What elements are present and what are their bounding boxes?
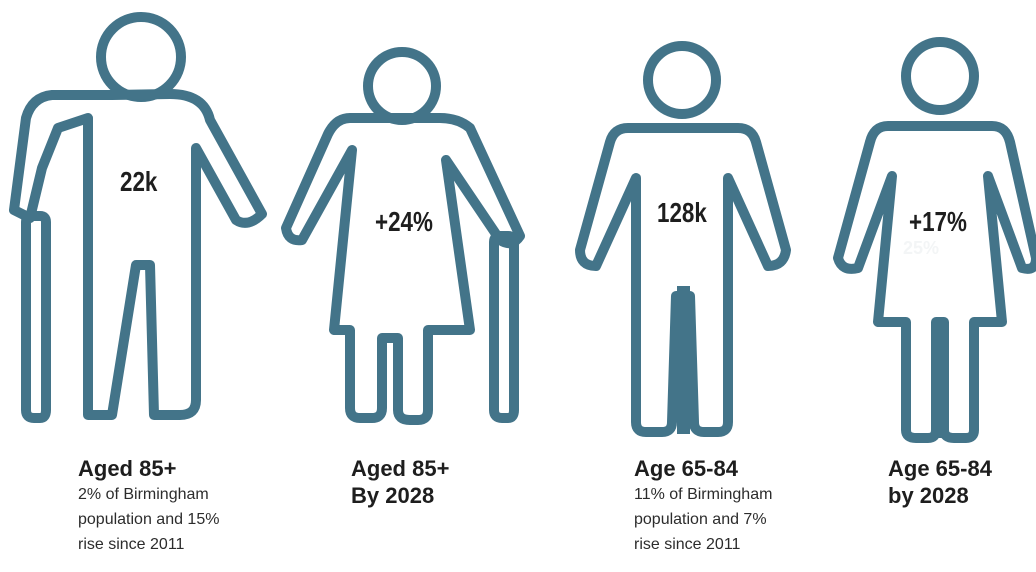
stat-aged-85-plus-2028: +24% <box>375 206 433 237</box>
caption-heading: Age 65-84 <box>888 456 992 481</box>
elderly-woman-with-cane-icon <box>281 47 525 425</box>
caption-age-65-84-2028: Age 65-84 by 2028 <box>888 455 992 509</box>
caption-aged-85-plus-2028: Aged 85+ By 2028 <box>351 455 449 509</box>
caption-description-line: 2% of Birmingham <box>78 486 209 503</box>
caption-aged-85-plus: Aged 85+ 2% of Birmingham population and… <box>78 455 219 557</box>
caption-description-line: rise since 2011 <box>78 536 185 553</box>
elderly-man-with-cane-icon <box>9 12 267 423</box>
woman-icon <box>833 37 1036 443</box>
caption-heading: Aged 85+ <box>351 456 450 481</box>
stat-age-65-84-2028: +17% <box>909 206 967 237</box>
caption-heading: Aged 85+ <box>78 456 177 481</box>
stat-age-65-84: 128k <box>657 197 707 228</box>
caption-description-line: 11% of Birmingham <box>634 486 773 503</box>
man-icon <box>575 41 791 437</box>
stat-aged-85-plus: 22k <box>120 166 158 197</box>
caption-description-line: population and 15% <box>78 511 220 528</box>
caption-age-65-84: Age 65-84 11% of Birmingham population a… <box>634 455 772 557</box>
caption-description-line: rise since 2011 <box>634 536 741 553</box>
caption-heading: by 2028 <box>888 483 969 508</box>
caption-heading: By 2028 <box>351 483 435 508</box>
faint-percentage-text: 25% <box>903 238 940 258</box>
caption-heading: Age 65-84 <box>634 456 738 481</box>
caption-description-line: population and 7% <box>634 511 767 528</box>
